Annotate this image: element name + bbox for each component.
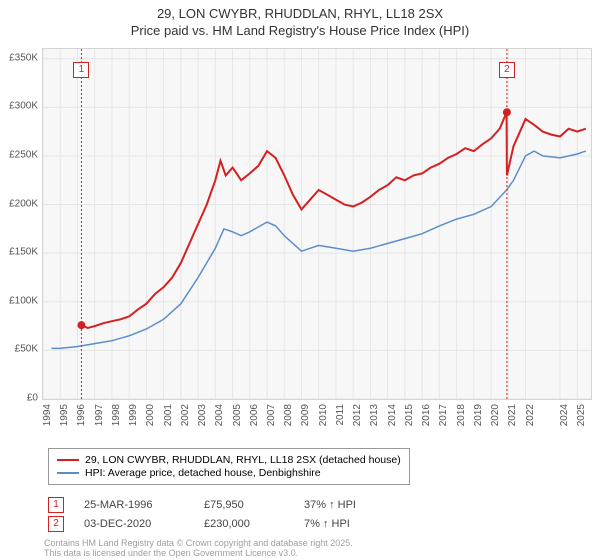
legend: 29, LON CWYBR, RHUDDLAN, RHYL, LL18 2SX … bbox=[48, 448, 410, 485]
sale-hpi: 7% ↑ HPI bbox=[304, 518, 350, 530]
y-tick-label: £150K bbox=[9, 247, 38, 258]
sales-table: 1 25-MAR-1996 £75,950 37% ↑ HPI 2 03-DEC-2020… bbox=[48, 494, 356, 535]
y-tick-label: £300K bbox=[9, 101, 38, 112]
x-tick-label: 1997 bbox=[94, 404, 105, 426]
y-tick-label: £350K bbox=[9, 52, 38, 63]
y-tick-label: £0 bbox=[27, 393, 38, 404]
x-tick-label: 2000 bbox=[145, 404, 156, 426]
sale-marker-2: 2 bbox=[499, 62, 515, 78]
x-tick-label: 2001 bbox=[163, 404, 174, 426]
sale-date: 25-MAR-1996 bbox=[84, 499, 184, 511]
sale-date: 03-DEC-2020 bbox=[84, 518, 184, 530]
attribution: Contains HM Land Registry data © Crown c… bbox=[44, 538, 353, 559]
x-tick-label: 1999 bbox=[128, 404, 139, 426]
sale-marker-1: 1 bbox=[73, 62, 89, 78]
x-tick-label: 2020 bbox=[490, 404, 501, 426]
y-tick-label: £100K bbox=[9, 295, 38, 306]
x-tick-label: 2022 bbox=[525, 404, 536, 426]
x-tick-label: 2014 bbox=[387, 404, 398, 426]
title-line-2: Price paid vs. HM Land Registry's House … bbox=[0, 23, 600, 40]
x-tick-label: 2024 bbox=[559, 404, 570, 426]
sale-row: 2 03-DEC-2020 £230,000 7% ↑ HPI bbox=[48, 516, 356, 532]
title-line-1: 29, LON CWYBR, RHUDDLAN, RHYL, LL18 2SX bbox=[0, 6, 600, 23]
sale-price: £75,950 bbox=[204, 499, 284, 511]
sale-row: 1 25-MAR-1996 £75,950 37% ↑ HPI bbox=[48, 497, 356, 513]
x-tick-label: 2021 bbox=[507, 404, 518, 426]
legend-swatch bbox=[57, 459, 79, 461]
x-tick-label: 1996 bbox=[76, 404, 87, 426]
x-tick-label: 2019 bbox=[473, 404, 484, 426]
legend-row: HPI: Average price, detached house, Denb… bbox=[57, 467, 401, 479]
x-tick-label: 2025 bbox=[576, 404, 587, 426]
plot-svg bbox=[43, 49, 591, 399]
y-tick-label: £200K bbox=[9, 198, 38, 209]
legend-row: 29, LON CWYBR, RHUDDLAN, RHYL, LL18 2SX … bbox=[57, 454, 401, 466]
x-tick-label: 2016 bbox=[421, 404, 432, 426]
sale-hpi: 37% ↑ HPI bbox=[304, 499, 356, 511]
attribution-line-2: This data is licensed under the Open Gov… bbox=[44, 548, 353, 558]
x-tick-label: 2017 bbox=[438, 404, 449, 426]
legend-swatch bbox=[57, 472, 79, 474]
x-tick-label: 2013 bbox=[369, 404, 380, 426]
y-axis: £0£50K£100K£150K£200K£250K£300K£350K bbox=[0, 48, 40, 398]
sale-row-marker: 2 bbox=[48, 516, 64, 532]
series-property bbox=[81, 112, 585, 328]
sale-price: £230,000 bbox=[204, 518, 284, 530]
plot-area bbox=[42, 48, 592, 400]
chart-title: 29, LON CWYBR, RHUDDLAN, RHYL, LL18 2SX … bbox=[0, 0, 600, 40]
x-tick-label: 2007 bbox=[266, 404, 277, 426]
sale-row-marker: 1 bbox=[48, 497, 64, 513]
x-tick-label: 2008 bbox=[283, 404, 294, 426]
x-tick-label: 2010 bbox=[318, 404, 329, 426]
x-tick-label: 1995 bbox=[59, 404, 70, 426]
x-tick-label: 2012 bbox=[352, 404, 363, 426]
x-axis: 1994 1995 1996 1997 1998 1999 2000 2001 2002 2003… bbox=[42, 400, 590, 448]
x-tick-label: 2005 bbox=[232, 404, 243, 426]
y-tick-label: £250K bbox=[9, 149, 38, 160]
x-tick-label: 2002 bbox=[180, 404, 191, 426]
legend-label: HPI: Average price, detached house, Denb… bbox=[85, 467, 321, 479]
x-tick-label: 1998 bbox=[111, 404, 122, 426]
chart-container: 29, LON CWYBR, RHUDDLAN, RHYL, LL18 2SX … bbox=[0, 0, 600, 560]
y-tick-label: £50K bbox=[15, 344, 38, 355]
legend-label: 29, LON CWYBR, RHUDDLAN, RHYL, LL18 2SX … bbox=[85, 454, 401, 466]
x-tick-label: 2018 bbox=[456, 404, 467, 426]
x-tick-label: 2009 bbox=[300, 404, 311, 426]
x-tick-label: 2004 bbox=[214, 404, 225, 426]
attribution-line-1: Contains HM Land Registry data © Crown c… bbox=[44, 538, 353, 548]
x-tick-label: 2015 bbox=[404, 404, 415, 426]
x-tick-label: 2003 bbox=[197, 404, 208, 426]
x-tick-label: 2006 bbox=[249, 404, 260, 426]
x-tick-label: 1994 bbox=[42, 404, 53, 426]
x-tick-label: 2011 bbox=[335, 404, 346, 426]
